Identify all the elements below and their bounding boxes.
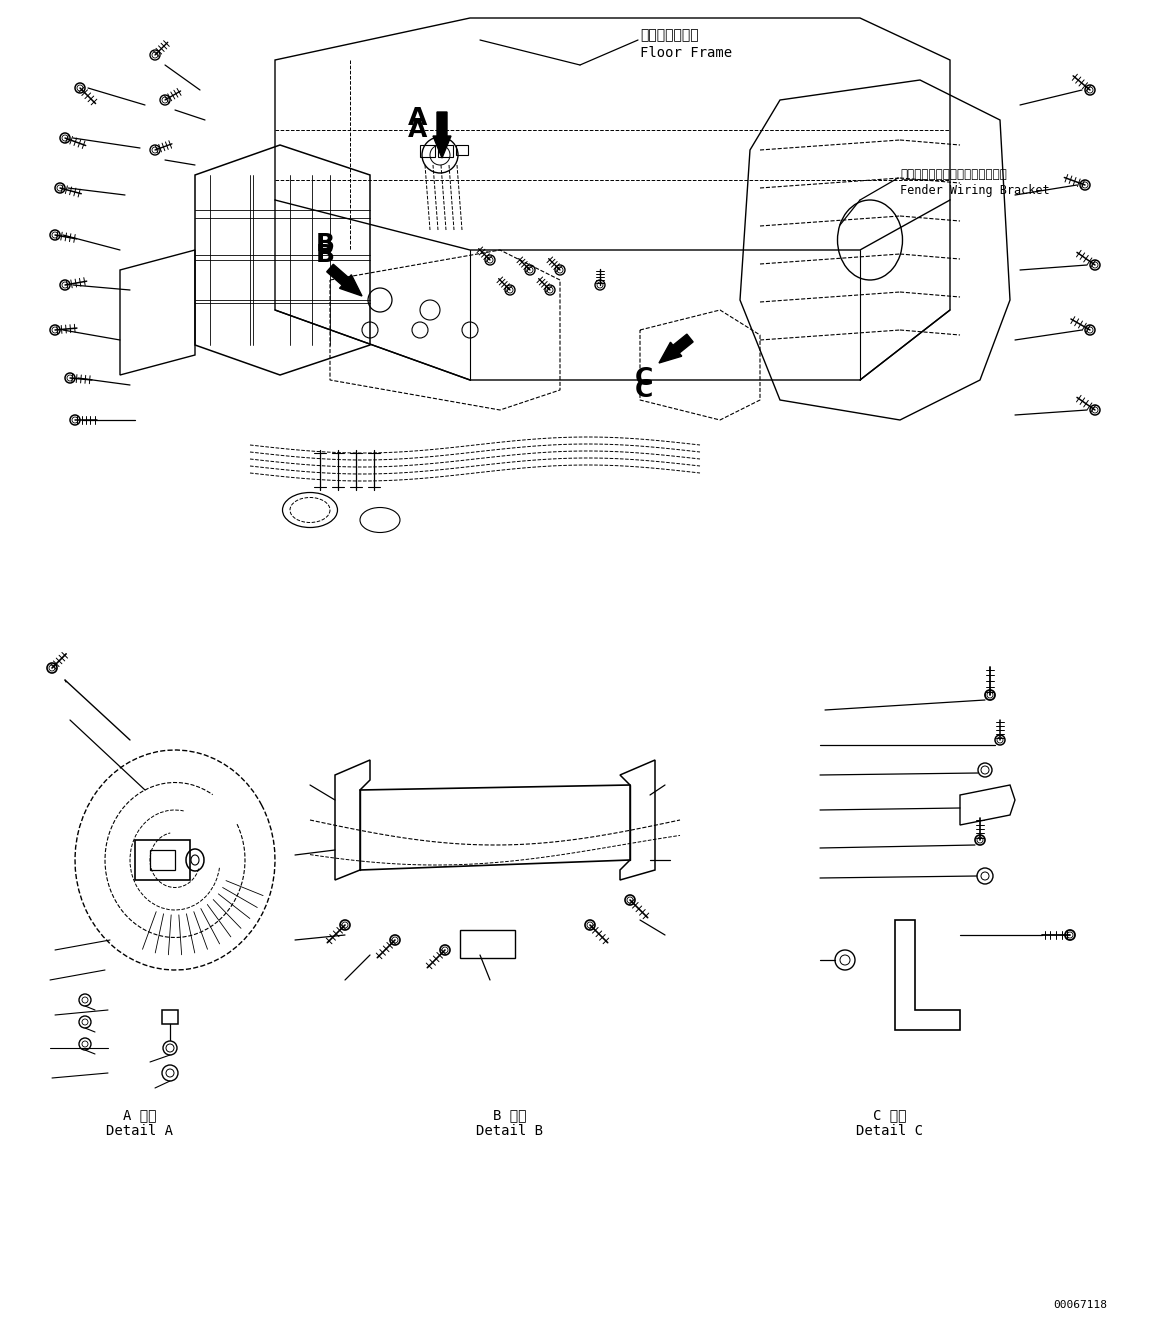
Text: C 詳細: C 詳細 [873, 1107, 907, 1122]
Bar [162, 1010, 178, 1024]
Text: A 詳細: A 詳細 [123, 1107, 157, 1122]
Bar [135, 840, 190, 880]
Text: Detail C: Detail C [856, 1123, 923, 1138]
Text: A: A [408, 106, 428, 130]
Bar [438, 145, 454, 157]
Text: B: B [315, 244, 335, 268]
Bar [456, 145, 468, 154]
Text: フェンダワイヤリングブラケット: フェンダワイヤリングブラケット [900, 168, 1007, 181]
Text: Detail A: Detail A [107, 1123, 173, 1138]
Text: B 詳細: B 詳細 [493, 1107, 527, 1122]
Text: B: B [315, 232, 335, 256]
Text: Detail B: Detail B [477, 1123, 543, 1138]
FancyArrow shape [659, 334, 693, 363]
Text: 00067118: 00067118 [1053, 1300, 1107, 1310]
Text: Fender Wiring Bracket: Fender Wiring Bracket [900, 184, 1050, 197]
FancyArrow shape [433, 112, 451, 158]
Text: A: A [408, 118, 428, 142]
Text: C: C [635, 378, 654, 402]
Bar [461, 930, 515, 958]
FancyArrow shape [327, 265, 362, 295]
Bar [150, 851, 174, 870]
Bar [420, 145, 435, 157]
Text: Floor Frame: Floor Frame [640, 47, 733, 60]
Text: C: C [635, 366, 654, 390]
Text: フロアフレーム: フロアフレーム [640, 28, 699, 43]
